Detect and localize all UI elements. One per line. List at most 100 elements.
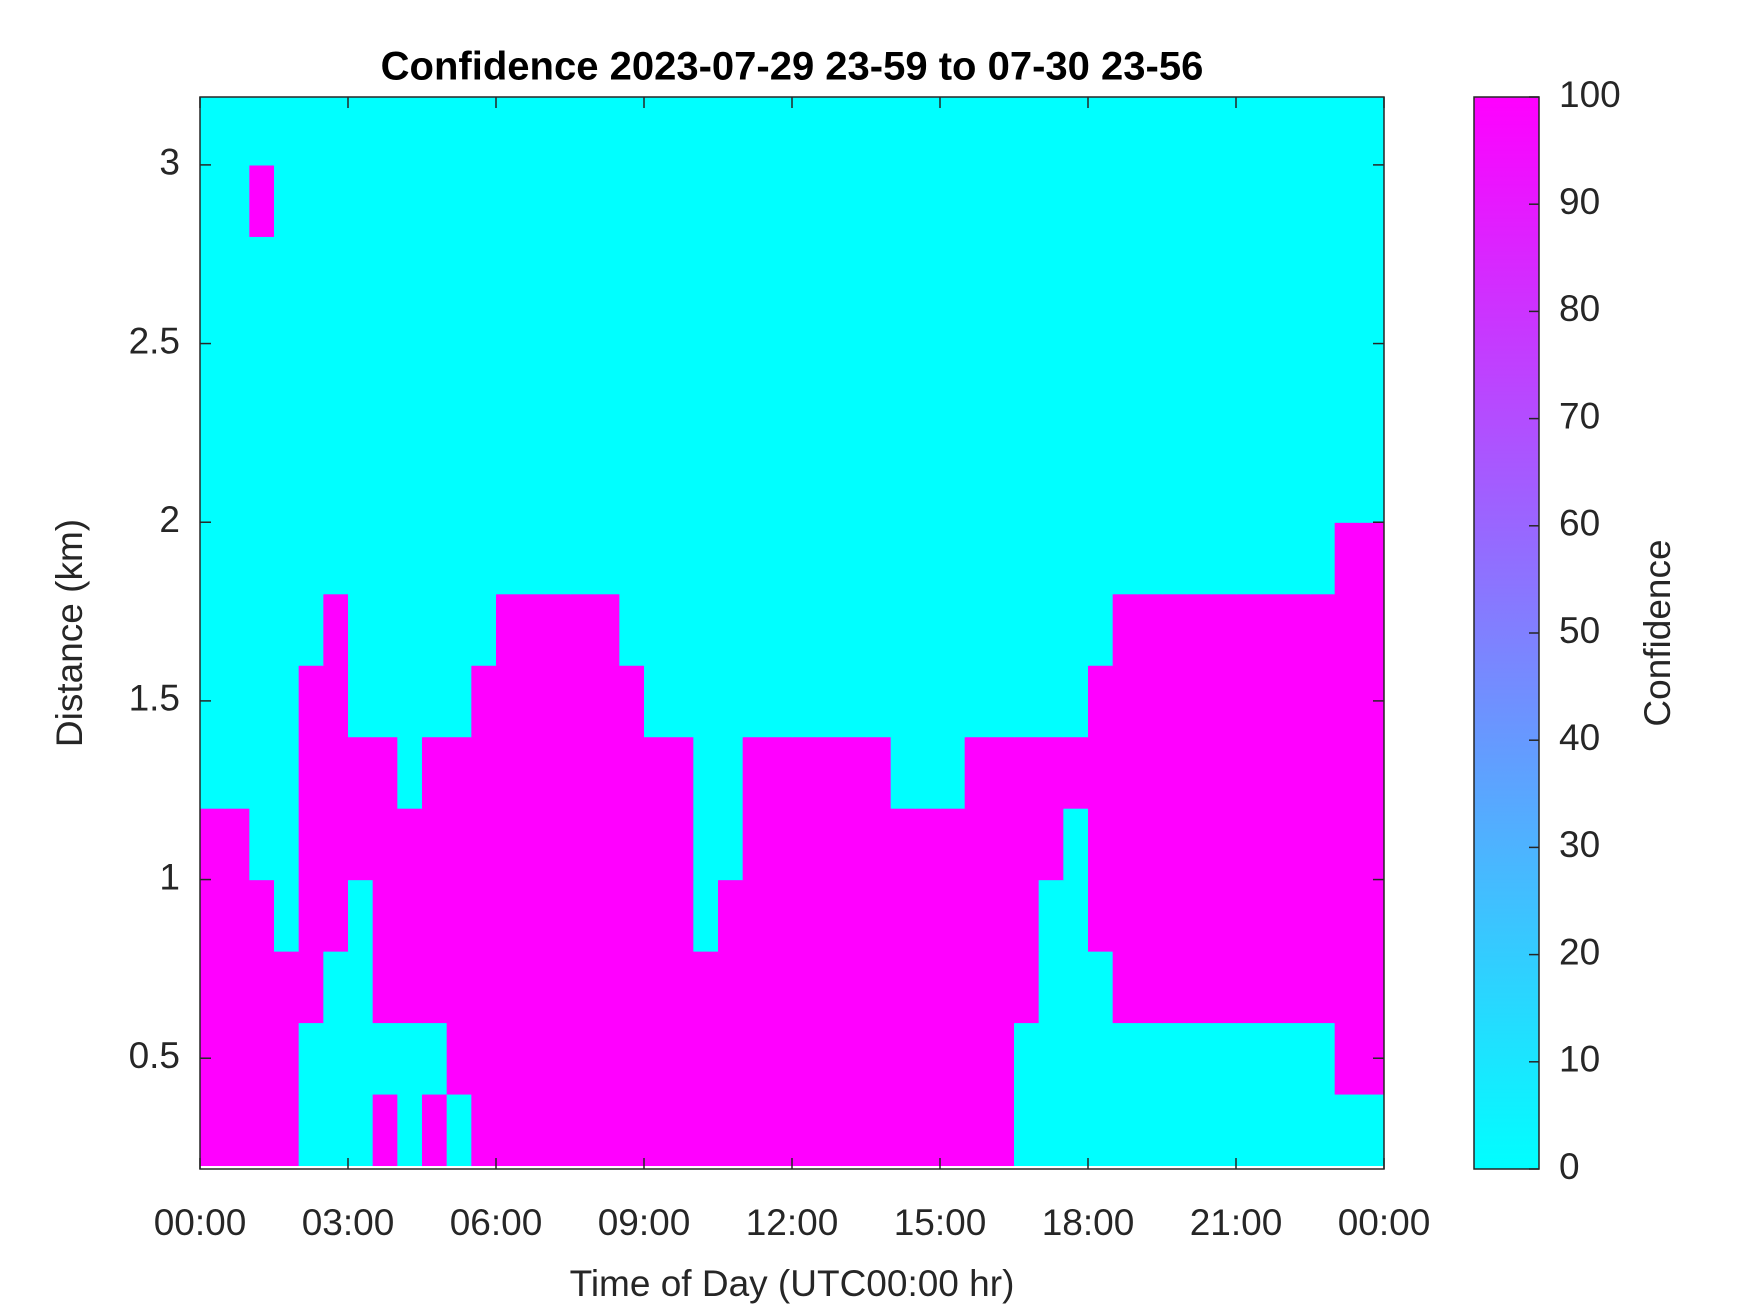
heatmap-cell bbox=[742, 522, 768, 595]
heatmap bbox=[200, 97, 1384, 1167]
heatmap-cell bbox=[964, 450, 990, 523]
heatmap-cell bbox=[1088, 164, 1114, 237]
heatmap-cell bbox=[224, 665, 250, 738]
heatmap-cell bbox=[1088, 1022, 1114, 1095]
heatmap-cell bbox=[496, 665, 522, 738]
heatmap-cell bbox=[249, 665, 275, 738]
heatmap-cell bbox=[890, 593, 916, 666]
heatmap-cell bbox=[718, 1093, 744, 1167]
heatmap-cell bbox=[1137, 879, 1163, 952]
heatmap-cell bbox=[718, 164, 744, 237]
heatmap-cell bbox=[471, 951, 497, 1024]
heatmap-cell bbox=[422, 236, 448, 309]
y-tick-label: 2.5 bbox=[129, 320, 180, 361]
heatmap-cell bbox=[397, 665, 423, 738]
heatmap-cell bbox=[964, 1093, 990, 1167]
heatmap-cell bbox=[1211, 164, 1237, 237]
heatmap-cell bbox=[841, 522, 867, 595]
x-tick-label: 06:00 bbox=[450, 1202, 543, 1243]
y-tick-label: 3 bbox=[159, 142, 180, 183]
heatmap-cell bbox=[348, 97, 374, 166]
heatmap-cell bbox=[200, 951, 226, 1024]
heatmap-cell bbox=[298, 879, 324, 952]
heatmap-cell bbox=[298, 808, 324, 881]
heatmap-cell bbox=[1137, 164, 1163, 237]
heatmap-cell bbox=[348, 736, 374, 809]
heatmap-cell bbox=[866, 1022, 892, 1095]
heatmap-cell bbox=[718, 951, 744, 1024]
heatmap-cell bbox=[249, 379, 275, 452]
heatmap-cell bbox=[668, 379, 694, 452]
heatmap-cell bbox=[1088, 593, 1114, 666]
heatmap-cell bbox=[915, 593, 941, 666]
heatmap-cell bbox=[668, 593, 694, 666]
heatmap-cell bbox=[693, 736, 719, 809]
heatmap-cell bbox=[348, 522, 374, 595]
heatmap-cell bbox=[1310, 379, 1336, 452]
heatmap-cell bbox=[323, 164, 349, 237]
heatmap-cell bbox=[594, 1022, 620, 1095]
heatmap-cell bbox=[915, 450, 941, 523]
heatmap-cell bbox=[742, 736, 768, 809]
heatmap-cell bbox=[668, 164, 694, 237]
heatmap-cell bbox=[1310, 879, 1336, 952]
heatmap-cell bbox=[792, 593, 818, 666]
heatmap-cell bbox=[1211, 522, 1237, 595]
heatmap-cell bbox=[1334, 808, 1360, 881]
heatmap-cell bbox=[841, 307, 867, 380]
heatmap-cell bbox=[1137, 593, 1163, 666]
heatmap-cell bbox=[422, 879, 448, 952]
heatmap-cell bbox=[841, 593, 867, 666]
heatmap-cell bbox=[841, 164, 867, 237]
x-tick-label: 00:00 bbox=[1338, 1202, 1431, 1243]
heatmap-cell bbox=[964, 736, 990, 809]
heatmap-cell bbox=[767, 164, 793, 237]
heatmap-cell bbox=[1310, 593, 1336, 666]
heatmap-cell bbox=[1112, 879, 1138, 952]
heatmap-cell bbox=[816, 951, 842, 1024]
heatmap-cell bbox=[915, 665, 941, 738]
heatmap-cell bbox=[989, 1022, 1015, 1095]
heatmap-cell bbox=[1112, 522, 1138, 595]
heatmap-cell bbox=[372, 879, 398, 952]
heatmap-cell bbox=[915, 522, 941, 595]
heatmap-cell bbox=[1260, 236, 1286, 309]
heatmap-cell bbox=[866, 450, 892, 523]
heatmap-cell bbox=[594, 1093, 620, 1167]
heatmap-cell bbox=[1137, 665, 1163, 738]
heatmap-cell bbox=[1334, 236, 1360, 309]
heatmap-cell bbox=[841, 379, 867, 452]
x-tick-label: 12:00 bbox=[746, 1202, 839, 1243]
heatmap-cell bbox=[1137, 236, 1163, 309]
heatmap-cell bbox=[323, 236, 349, 309]
heatmap-cell bbox=[668, 97, 694, 166]
heatmap-cell bbox=[1088, 951, 1114, 1024]
heatmap-cell bbox=[594, 164, 620, 237]
heatmap-cell bbox=[1063, 736, 1089, 809]
heatmap-cell bbox=[570, 951, 596, 1024]
heatmap-cell bbox=[274, 307, 300, 380]
heatmap-cell bbox=[1236, 665, 1262, 738]
heatmap-cell bbox=[200, 1093, 226, 1167]
heatmap-cell bbox=[767, 1093, 793, 1167]
heatmap-cell bbox=[570, 164, 596, 237]
heatmap-cell bbox=[323, 1022, 349, 1095]
heatmap-cell bbox=[1260, 97, 1286, 166]
heatmap-cell bbox=[1260, 808, 1286, 881]
heatmap-cell bbox=[668, 879, 694, 952]
heatmap-cell bbox=[1186, 1093, 1212, 1167]
heatmap-cell bbox=[372, 1022, 398, 1095]
heatmap-cell bbox=[323, 522, 349, 595]
heatmap-cell bbox=[323, 879, 349, 952]
heatmap-cell bbox=[668, 450, 694, 523]
heatmap-cell bbox=[348, 164, 374, 237]
heatmap-cell bbox=[915, 307, 941, 380]
heatmap-cell bbox=[890, 808, 916, 881]
heatmap-cell bbox=[249, 307, 275, 380]
heatmap-cell bbox=[348, 307, 374, 380]
heatmap-cell bbox=[224, 236, 250, 309]
heatmap-cell bbox=[915, 736, 941, 809]
heatmap-cell bbox=[397, 951, 423, 1024]
heatmap-cell bbox=[644, 593, 670, 666]
y-tick-label: 1 bbox=[159, 856, 180, 897]
